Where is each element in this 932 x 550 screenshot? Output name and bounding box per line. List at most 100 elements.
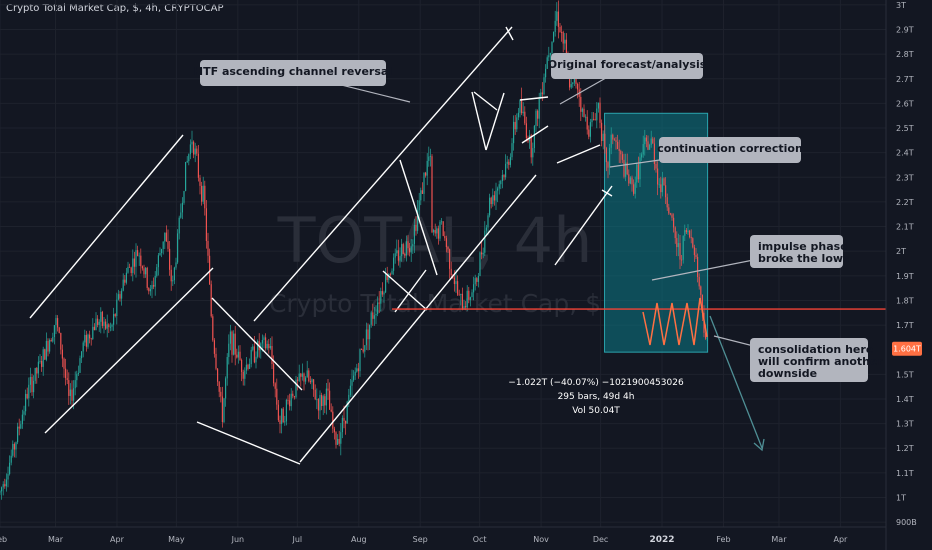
candle-body [351, 380, 353, 386]
candle-body [220, 391, 222, 397]
candle-body [281, 408, 283, 425]
candle-body [124, 279, 126, 283]
candle-body [45, 340, 47, 360]
candle-body [71, 389, 73, 401]
candle-body [277, 404, 279, 421]
candle-body [215, 353, 217, 369]
candle-body [116, 299, 118, 317]
candle-body [661, 178, 663, 193]
x-axis[interactable]: Feb Mar Apr May Jun Jul Aug Sep Oct Nov Dec 2022 Feb… [0, 526, 886, 545]
candle-body [266, 343, 268, 349]
candle-body [412, 243, 414, 247]
candle-body [620, 150, 622, 155]
y-tick-label: 3T [896, 1, 906, 10]
trendline [471, 91, 487, 151]
candle-body [463, 306, 465, 310]
candle-body [333, 428, 335, 433]
candle-body [556, 11, 558, 21]
candle-body [356, 368, 358, 372]
candle-body [546, 57, 548, 69]
candle-body [335, 432, 337, 445]
candle-body [513, 121, 515, 144]
candle-body [284, 421, 286, 423]
y-axis[interactable]: 3T 2.9T 2.8T 2.7T 2.6T 2.5T 2.4T 2.3T 2.2T 2.1T 2T… [885, 0, 917, 550]
candle-body [263, 337, 265, 340]
candle-body [405, 241, 407, 256]
annotation-box [659, 137, 801, 163]
candle-body [0, 491, 1, 493]
candle-body [439, 221, 441, 239]
candle-body [108, 324, 110, 327]
trendline [44, 267, 214, 434]
candle-body [681, 259, 683, 261]
candle-body [109, 326, 111, 328]
candle-body [151, 285, 153, 290]
candle-body [588, 129, 590, 137]
candle-body [159, 253, 161, 256]
candle-body [666, 197, 668, 208]
candle-body [453, 277, 455, 285]
candle-body [367, 329, 369, 340]
annotation-text: consolidation here [758, 343, 873, 356]
candle-body [29, 376, 31, 385]
candle-body [285, 399, 287, 422]
candle-body [562, 32, 564, 44]
candle-body [575, 77, 577, 84]
candle-body [250, 349, 252, 365]
candle-body [657, 168, 659, 185]
candle-body [49, 340, 51, 352]
candle-body [487, 215, 489, 228]
projection-path[interactable] [642, 297, 708, 346]
candle-body [533, 125, 535, 149]
candle-body [145, 267, 147, 275]
candle-body [252, 346, 254, 350]
candle-body [633, 184, 635, 194]
annotation-text: will confirm another [758, 355, 883, 368]
annotations[interactable]: HTF ascending channel reversal Original f… [194, 53, 884, 382]
candle-body [639, 157, 641, 180]
y-tick-label: 2.1T [896, 223, 914, 232]
candle-body [226, 357, 228, 379]
candle-body [41, 360, 43, 367]
candle-body [585, 116, 587, 118]
candle-body [615, 140, 617, 142]
candle-body [493, 195, 495, 201]
candle-body [613, 139, 615, 141]
candle-body [637, 164, 639, 180]
candle-body [476, 278, 478, 282]
candle-body [175, 262, 177, 268]
candle-body [417, 210, 419, 231]
candle-body [314, 389, 316, 400]
candle-body [69, 389, 71, 396]
candle-body [229, 331, 231, 344]
trendline [394, 269, 427, 313]
candle-body [209, 255, 211, 285]
candle-body [300, 373, 302, 377]
candle-body [653, 143, 655, 164]
y-tick-label: 2.7T [896, 75, 914, 84]
candle-body [202, 185, 204, 202]
candle-body [242, 371, 244, 379]
candle-body [122, 279, 124, 291]
candle-body [205, 208, 207, 241]
chart-title: Crypto Total Market Cap, $, 4h, CRYPTOCA… [6, 3, 224, 14]
candle-body [340, 432, 342, 444]
x-tick-label: Mar [771, 535, 787, 544]
candle-body [111, 324, 113, 327]
candle-body [445, 238, 447, 248]
candle-body [207, 240, 209, 256]
candle-body [375, 313, 377, 316]
price-tag-label: 1.604T [893, 345, 921, 354]
candle-body [132, 258, 134, 274]
trendlines[interactable] [29, 26, 613, 465]
candle-body [180, 212, 182, 218]
candle-body [626, 162, 628, 175]
target-arrow[interactable] [709, 315, 765, 452]
candle-body [396, 250, 398, 254]
candle-body [10, 455, 12, 463]
candle-body [319, 394, 321, 411]
annotation-text: Original forecast/analysis [548, 58, 707, 71]
trendline [382, 270, 428, 311]
candle-body [157, 255, 159, 268]
